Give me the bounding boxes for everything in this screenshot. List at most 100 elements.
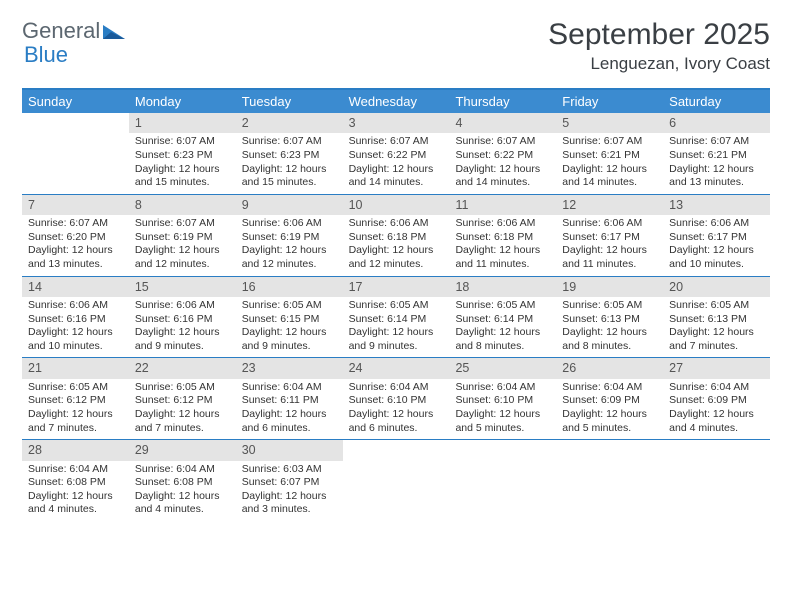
sunrise-text: Sunrise: 6:04 AM [28, 463, 123, 477]
sunrise-text: Sunrise: 6:07 AM [669, 135, 764, 149]
day-number: 25 [449, 358, 556, 378]
sunrise-text: Sunrise: 6:07 AM [562, 135, 657, 149]
location-title: Lenguezan, Ivory Coast [548, 54, 770, 74]
sunset-text: Sunset: 6:17 PM [562, 231, 657, 245]
day-number: 23 [236, 358, 343, 378]
daylight-text: Daylight: 12 hours and 15 minutes. [242, 163, 337, 190]
day-cell [556, 440, 663, 521]
logo-text-2: Blue [24, 42, 68, 68]
sunset-text: Sunset: 6:22 PM [455, 149, 550, 163]
sunrise-text: Sunrise: 6:04 AM [242, 381, 337, 395]
day-cell [663, 440, 770, 521]
day-cell: 19Sunrise: 6:05 AMSunset: 6:13 PMDayligh… [556, 277, 663, 358]
day-number [343, 440, 450, 460]
day-body: Sunrise: 6:04 AMSunset: 6:09 PMDaylight:… [663, 379, 770, 440]
day-cell: 3Sunrise: 6:07 AMSunset: 6:22 PMDaylight… [343, 113, 450, 194]
day-number: 6 [663, 113, 770, 133]
sunset-text: Sunset: 6:10 PM [349, 394, 444, 408]
sunset-text: Sunset: 6:22 PM [349, 149, 444, 163]
logo: General [22, 18, 127, 44]
sunset-text: Sunset: 6:10 PM [455, 394, 550, 408]
dayhead-sat: Saturday [663, 90, 770, 113]
day-cell: 24Sunrise: 6:04 AMSunset: 6:10 PMDayligh… [343, 358, 450, 439]
sunrise-text: Sunrise: 6:04 AM [135, 463, 230, 477]
day-cell: 20Sunrise: 6:05 AMSunset: 6:13 PMDayligh… [663, 277, 770, 358]
sunrise-text: Sunrise: 6:04 AM [455, 381, 550, 395]
sunrise-text: Sunrise: 6:05 AM [135, 381, 230, 395]
sunrise-text: Sunrise: 6:05 AM [455, 299, 550, 313]
day-body: Sunrise: 6:07 AMSunset: 6:21 PMDaylight:… [663, 133, 770, 194]
sunrise-text: Sunrise: 6:07 AM [242, 135, 337, 149]
day-number: 28 [22, 440, 129, 460]
day-number: 8 [129, 195, 236, 215]
daylight-text: Daylight: 12 hours and 12 minutes. [242, 244, 337, 271]
day-cell: 8Sunrise: 6:07 AMSunset: 6:19 PMDaylight… [129, 195, 236, 276]
day-body: Sunrise: 6:07 AMSunset: 6:21 PMDaylight:… [556, 133, 663, 194]
sunset-text: Sunset: 6:20 PM [28, 231, 123, 245]
dayhead-thu: Thursday [449, 90, 556, 113]
day-number: 12 [556, 195, 663, 215]
sunset-text: Sunset: 6:11 PM [242, 394, 337, 408]
day-number: 26 [556, 358, 663, 378]
sunrise-text: Sunrise: 6:06 AM [242, 217, 337, 231]
sunset-text: Sunset: 6:15 PM [242, 313, 337, 327]
daylight-text: Daylight: 12 hours and 7 minutes. [135, 408, 230, 435]
day-cell: 17Sunrise: 6:05 AMSunset: 6:14 PMDayligh… [343, 277, 450, 358]
sunrise-text: Sunrise: 6:05 AM [349, 299, 444, 313]
sunrise-text: Sunrise: 6:05 AM [242, 299, 337, 313]
dayhead-sun: Sunday [22, 90, 129, 113]
day-number: 18 [449, 277, 556, 297]
sunrise-text: Sunrise: 6:06 AM [455, 217, 550, 231]
daylight-text: Daylight: 12 hours and 9 minutes. [349, 326, 444, 353]
sunrise-text: Sunrise: 6:05 AM [28, 381, 123, 395]
daylight-text: Daylight: 12 hours and 5 minutes. [562, 408, 657, 435]
sunset-text: Sunset: 6:19 PM [242, 231, 337, 245]
logo-text-1: General [22, 18, 100, 44]
day-body: Sunrise: 6:04 AMSunset: 6:09 PMDaylight:… [556, 379, 663, 440]
day-number: 4 [449, 113, 556, 133]
day-body: Sunrise: 6:05 AMSunset: 6:15 PMDaylight:… [236, 297, 343, 358]
calendar: Sunday Monday Tuesday Wednesday Thursday… [22, 88, 770, 521]
sunset-text: Sunset: 6:18 PM [455, 231, 550, 245]
week-row: 28Sunrise: 6:04 AMSunset: 6:08 PMDayligh… [22, 439, 770, 521]
day-number [556, 440, 663, 460]
day-body: Sunrise: 6:07 AMSunset: 6:22 PMDaylight:… [343, 133, 450, 194]
day-number: 9 [236, 195, 343, 215]
day-number: 3 [343, 113, 450, 133]
day-number [663, 440, 770, 460]
sunrise-text: Sunrise: 6:06 AM [562, 217, 657, 231]
day-number: 29 [129, 440, 236, 460]
sunset-text: Sunset: 6:21 PM [562, 149, 657, 163]
day-cell: 15Sunrise: 6:06 AMSunset: 6:16 PMDayligh… [129, 277, 236, 358]
week-row: 14Sunrise: 6:06 AMSunset: 6:16 PMDayligh… [22, 276, 770, 358]
sunset-text: Sunset: 6:14 PM [455, 313, 550, 327]
day-body: Sunrise: 6:04 AMSunset: 6:10 PMDaylight:… [449, 379, 556, 440]
day-cell: 21Sunrise: 6:05 AMSunset: 6:12 PMDayligh… [22, 358, 129, 439]
day-number: 30 [236, 440, 343, 460]
day-cell: 26Sunrise: 6:04 AMSunset: 6:09 PMDayligh… [556, 358, 663, 439]
day-body: Sunrise: 6:05 AMSunset: 6:14 PMDaylight:… [449, 297, 556, 358]
daylight-text: Daylight: 12 hours and 12 minutes. [349, 244, 444, 271]
day-number: 16 [236, 277, 343, 297]
dayhead-wed: Wednesday [343, 90, 450, 113]
daylight-text: Daylight: 12 hours and 9 minutes. [242, 326, 337, 353]
sunrise-text: Sunrise: 6:05 AM [562, 299, 657, 313]
week-row: 21Sunrise: 6:05 AMSunset: 6:12 PMDayligh… [22, 357, 770, 439]
daylight-text: Daylight: 12 hours and 6 minutes. [242, 408, 337, 435]
sunrise-text: Sunrise: 6:07 AM [135, 217, 230, 231]
daylight-text: Daylight: 12 hours and 12 minutes. [135, 244, 230, 271]
day-body: Sunrise: 6:07 AMSunset: 6:22 PMDaylight:… [449, 133, 556, 194]
day-body: Sunrise: 6:07 AMSunset: 6:19 PMDaylight:… [129, 215, 236, 276]
sunset-text: Sunset: 6:12 PM [135, 394, 230, 408]
daylight-text: Daylight: 12 hours and 3 minutes. [242, 490, 337, 517]
day-cell: 22Sunrise: 6:05 AMSunset: 6:12 PMDayligh… [129, 358, 236, 439]
daylight-text: Daylight: 12 hours and 10 minutes. [669, 244, 764, 271]
day-body: Sunrise: 6:05 AMSunset: 6:12 PMDaylight:… [22, 379, 129, 440]
day-number: 21 [22, 358, 129, 378]
day-body: Sunrise: 6:07 AMSunset: 6:20 PMDaylight:… [22, 215, 129, 276]
day-cell: 27Sunrise: 6:04 AMSunset: 6:09 PMDayligh… [663, 358, 770, 439]
day-header-row: Sunday Monday Tuesday Wednesday Thursday… [22, 90, 770, 113]
day-body [556, 461, 663, 467]
day-number: 13 [663, 195, 770, 215]
day-number: 24 [343, 358, 450, 378]
